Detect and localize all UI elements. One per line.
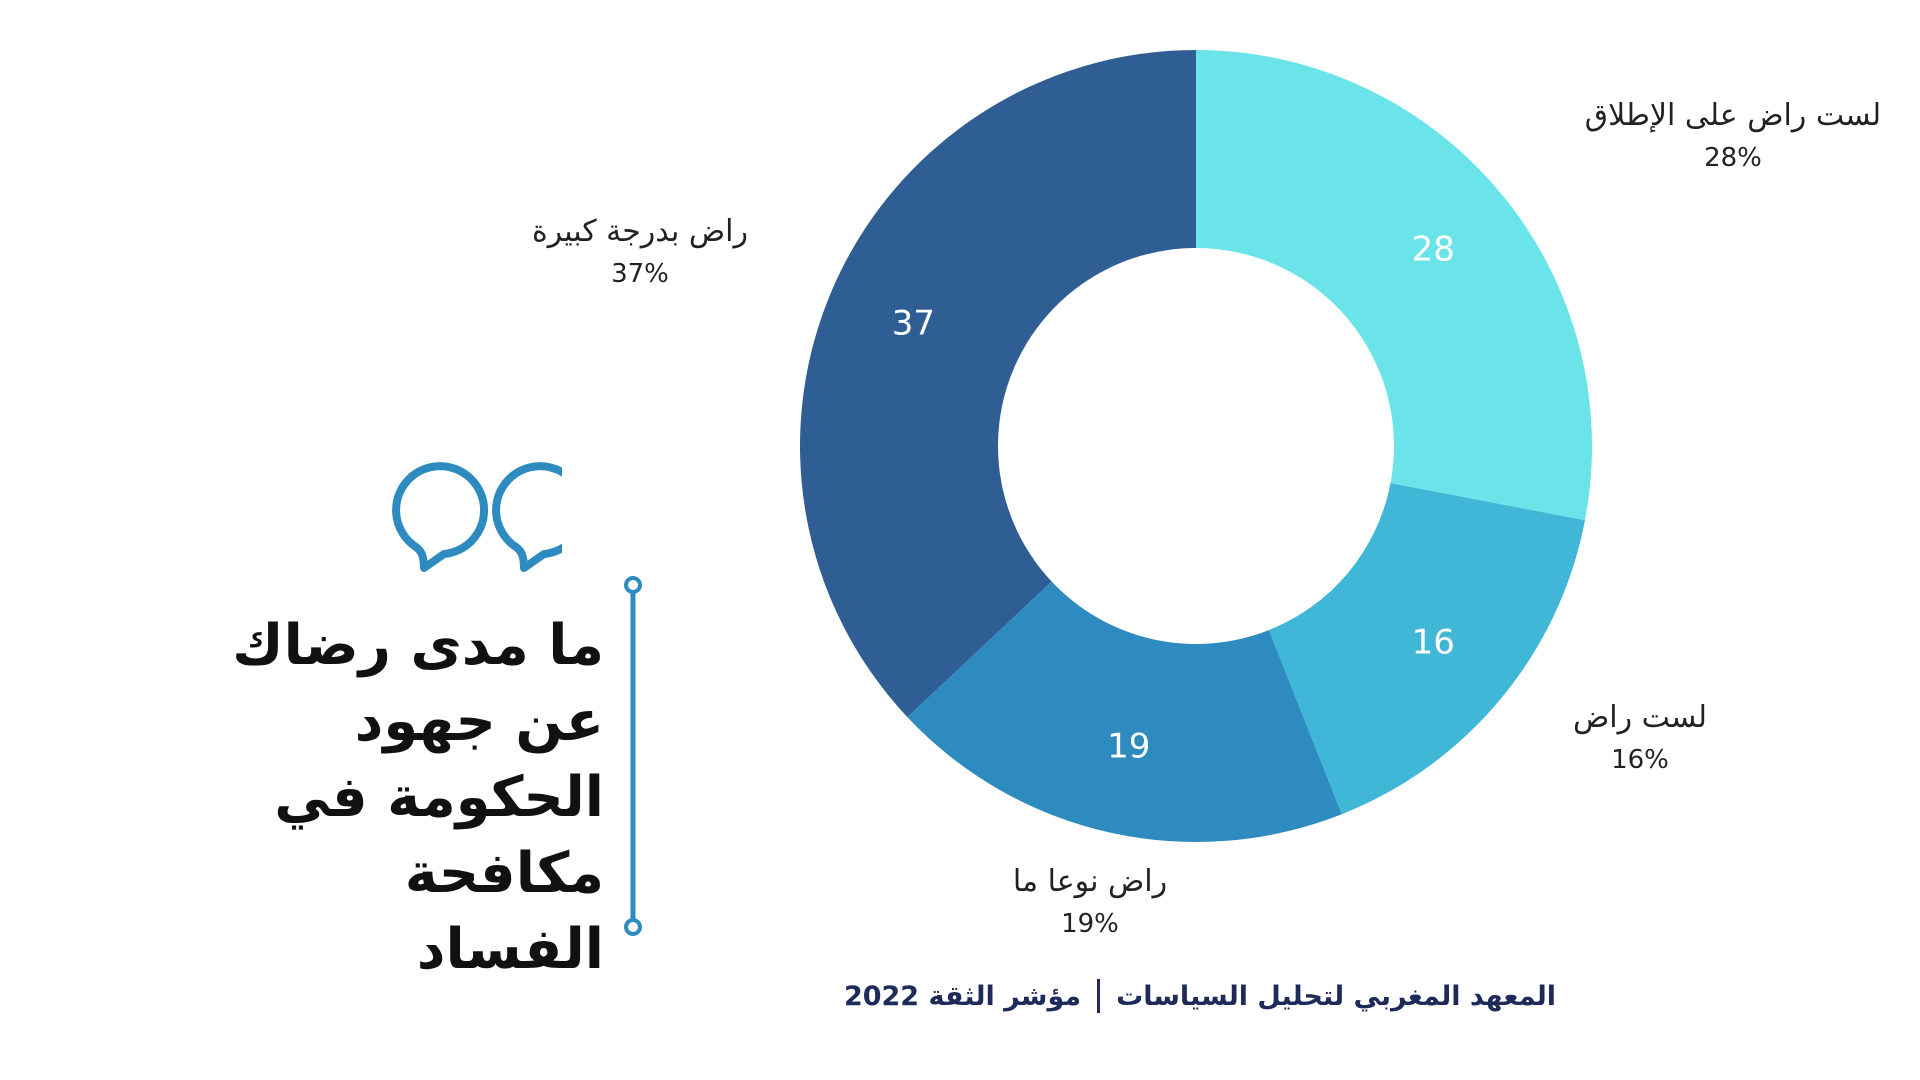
label-not-satisfied-at-all: لست راض على الإطلاق 28% xyxy=(1548,94,1918,178)
question-title: ما مدى رضاك عن جهود الحكومة في مكافحة ال… xyxy=(232,613,604,982)
accent-line xyxy=(624,576,642,936)
slice-percent-very-satisfied: 37% xyxy=(611,259,669,289)
quote-icon xyxy=(392,462,562,572)
footer-institute: المعهد المغربي لتحليل السياسات xyxy=(1116,980,1557,1012)
slice-name-not-satisfied-at-all: لست راض على الإطلاق xyxy=(1584,98,1882,133)
slice-name-somewhat-satisfied: راض نوعا ما xyxy=(1012,864,1168,899)
value-label-somewhat-satisfied: 19 xyxy=(1107,727,1150,767)
footer-index: مؤشر الثقة 2022 xyxy=(843,980,1082,1012)
footer: المعهد المغربي لتحليل السياسات مؤشر الثق… xyxy=(800,972,1600,1020)
label-very-satisfied: راض بدرجة كبيرة 37% xyxy=(480,210,800,294)
slice-percent-not-satisfied-at-all: 28% xyxy=(1704,143,1762,173)
value-label-not-satisfied: 16 xyxy=(1412,622,1455,662)
question-title-block: ما مدى رضاك عن جهود الحكومة في مكافحة ال… xyxy=(200,608,604,988)
value-label-not-satisfied-at-all: 28 xyxy=(1412,230,1455,270)
slice-somewhat-satisfied xyxy=(907,581,1342,843)
slice-name-not-satisfied: لست راض xyxy=(1573,700,1707,735)
slice-not-satisfied xyxy=(1268,483,1585,815)
slice-percent-somewhat-satisfied: 19% xyxy=(1061,909,1119,939)
slice-name-very-satisfied: راض بدرجة كبيرة xyxy=(531,214,749,249)
value-label-very-satisfied: 37 xyxy=(892,304,935,344)
label-not-satisfied: لست راض 16% xyxy=(1530,696,1750,780)
slice-very-satisfied xyxy=(800,50,1196,718)
slice-percent-not-satisfied: 16% xyxy=(1611,745,1669,775)
label-somewhat-satisfied: راض نوعا ما 19% xyxy=(970,860,1210,944)
slice-not-satisfied-at-all xyxy=(1196,50,1592,521)
footer-separator xyxy=(1097,979,1101,1013)
